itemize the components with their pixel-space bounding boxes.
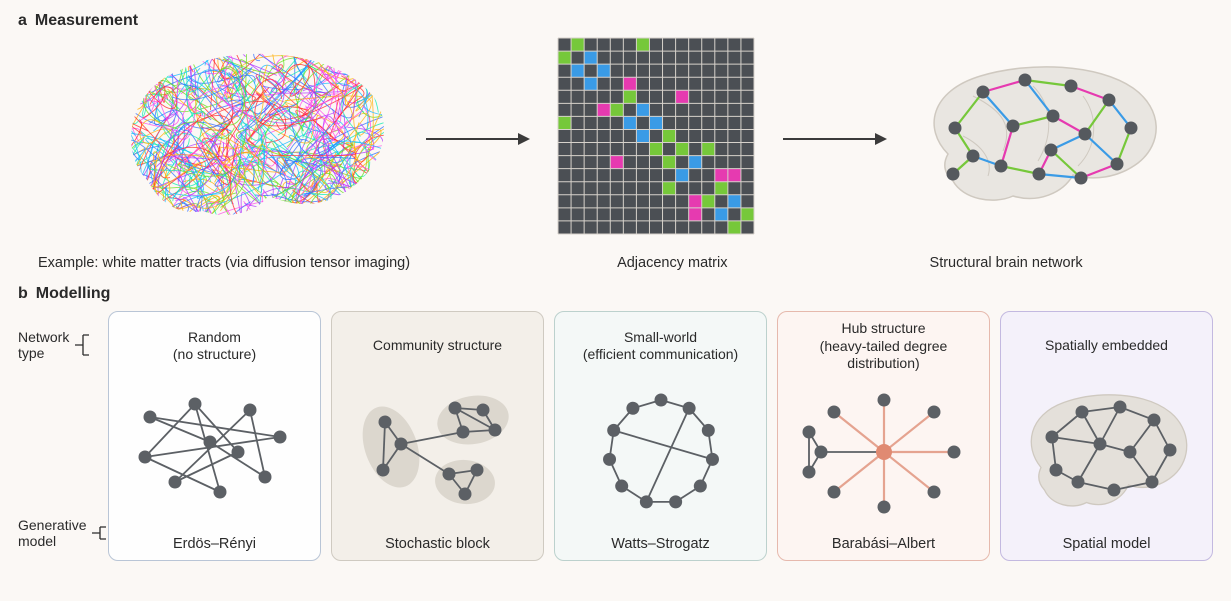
tractography-caption: Example: white matter tracts (via diffus… <box>38 255 505 271</box>
card-model: Watts–Strogatz <box>611 536 710 552</box>
card-title: Random (no structure) <box>173 320 256 372</box>
panel-a-letter: a <box>18 12 27 29</box>
arrow-icon <box>779 129 889 149</box>
card-diagram <box>115 372 314 532</box>
arrow-icon <box>422 129 532 149</box>
card-diagram <box>338 372 537 532</box>
card-title: Community structure <box>373 320 502 372</box>
brain-network-figure <box>913 56 1173 221</box>
model-card-4: Spatially embedded Spatial model <box>1000 311 1213 561</box>
model-card-3: Hub structure (heavy-tailed degree distr… <box>777 311 990 561</box>
generative-model-label: Generative model <box>18 517 108 549</box>
panel-b-heading: b Modelling <box>18 285 1213 303</box>
side-labels: Network type Generative model <box>18 311 108 561</box>
tractography-figure <box>108 41 398 236</box>
card-title: Spatially embedded <box>1045 320 1168 372</box>
card-diagram <box>784 373 983 533</box>
model-card-2: Small-world (efficient communication) Wat… <box>554 311 767 561</box>
card-model: Barabási–Albert <box>832 536 935 552</box>
model-cards: Random (no structure) Erdös–Rényi Communit… <box>108 311 1213 561</box>
model-card-1: Community structure Stochastic block <box>331 311 544 561</box>
card-diagram <box>561 372 760 532</box>
card-title: Hub structure (heavy-tailed degree distr… <box>820 320 948 373</box>
card-model: Spatial model <box>1063 536 1151 552</box>
card-model: Stochastic block <box>385 536 490 552</box>
model-card-0: Random (no structure) Erdös–Rényi <box>108 311 321 561</box>
panel-b-letter: b <box>18 285 28 302</box>
card-model: Erdös–Rényi <box>173 536 256 552</box>
adjacency-caption: Adjacency matrix <box>505 255 839 271</box>
brain-network-caption: Structural brain network <box>839 255 1173 271</box>
panel-b-title: Modelling <box>36 285 111 302</box>
panel-a-row <box>18 36 1213 241</box>
adjacency-figure <box>556 36 756 241</box>
brain-network-svg <box>913 56 1173 216</box>
panel-a-captions: Example: white matter tracts (via diffus… <box>18 247 1213 271</box>
card-diagram <box>1007 372 1206 532</box>
panel-measurement: a Measurement Example: white matter tract… <box>18 12 1213 271</box>
card-title: Small-world (efficient communication) <box>583 320 738 372</box>
tractography-svg <box>108 41 398 231</box>
panel-b-row: Network type Generative model Random (no… <box>18 311 1213 561</box>
network-type-label: Network type <box>18 329 108 361</box>
adjacency-svg <box>556 36 756 236</box>
panel-a-title: Measurement <box>35 12 138 29</box>
panel-modelling: b Modelling Network type Generative model… <box>18 285 1213 561</box>
panel-a-heading: a Measurement <box>18 12 1213 30</box>
